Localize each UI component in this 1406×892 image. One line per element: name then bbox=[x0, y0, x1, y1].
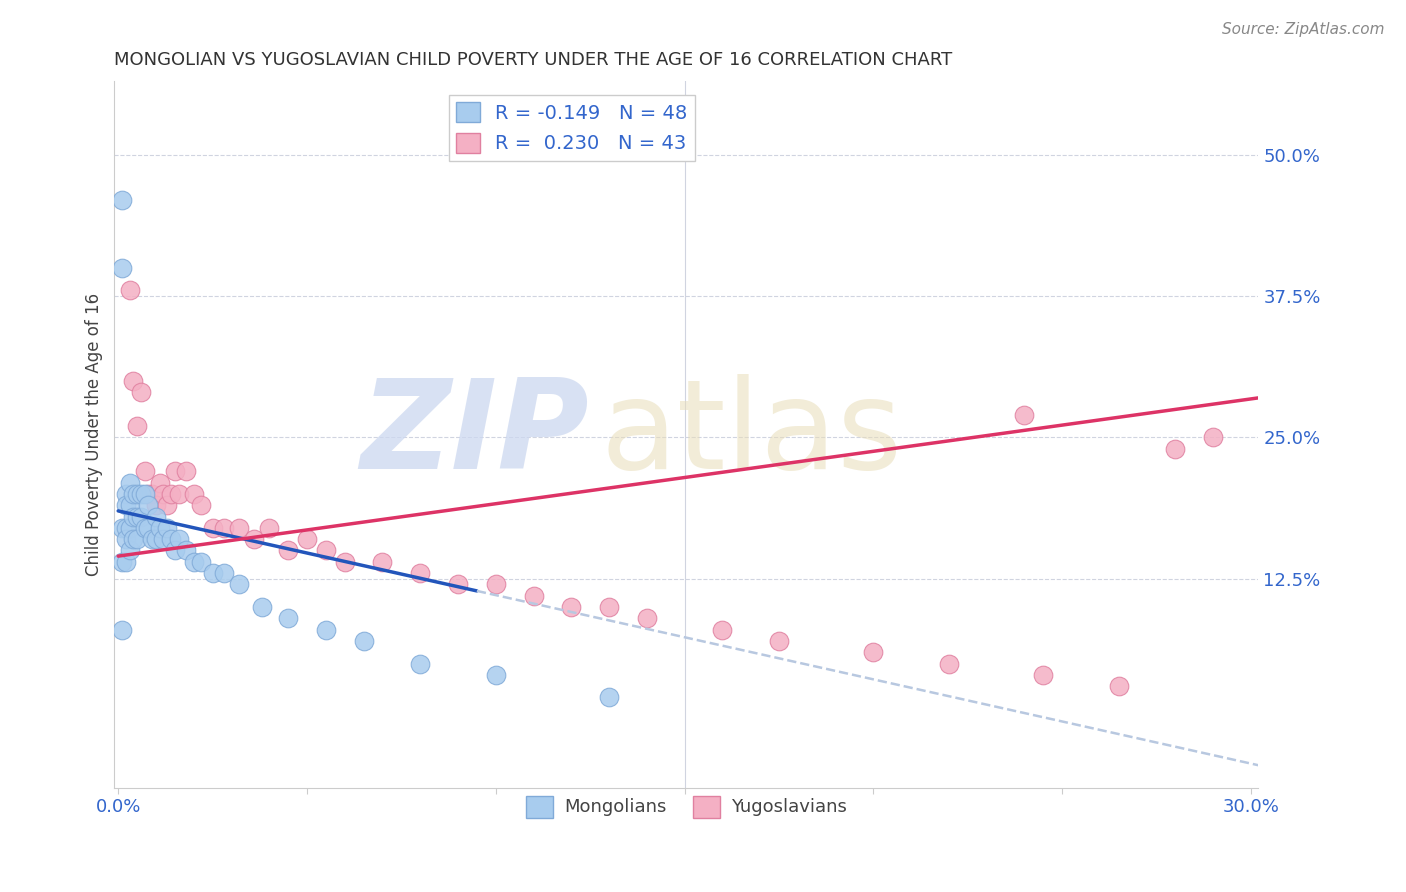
Point bbox=[522, 589, 544, 603]
Point bbox=[125, 509, 148, 524]
Point bbox=[114, 498, 136, 512]
Point bbox=[212, 566, 235, 580]
Point bbox=[315, 543, 337, 558]
Text: atlas: atlas bbox=[600, 374, 903, 495]
Point bbox=[409, 566, 432, 580]
Point bbox=[174, 464, 197, 478]
Point bbox=[183, 555, 205, 569]
Point bbox=[1014, 408, 1036, 422]
Point bbox=[938, 657, 960, 671]
Point bbox=[129, 487, 152, 501]
Point bbox=[711, 623, 734, 637]
Point bbox=[1108, 679, 1130, 693]
Point bbox=[138, 498, 160, 512]
Point bbox=[114, 521, 136, 535]
Point bbox=[257, 521, 280, 535]
Point bbox=[129, 385, 152, 400]
Point bbox=[118, 521, 141, 535]
Point bbox=[163, 543, 186, 558]
Point bbox=[160, 532, 183, 546]
Point bbox=[160, 487, 183, 501]
Point bbox=[295, 532, 318, 546]
Point bbox=[149, 475, 172, 490]
Point bbox=[152, 532, 174, 546]
Point bbox=[111, 521, 134, 535]
Point bbox=[190, 498, 212, 512]
Point bbox=[134, 464, 156, 478]
Point bbox=[250, 599, 273, 614]
Point bbox=[145, 532, 167, 546]
Point bbox=[243, 532, 266, 546]
Point bbox=[598, 599, 620, 614]
Point bbox=[174, 543, 197, 558]
Point bbox=[125, 532, 148, 546]
Point bbox=[156, 498, 179, 512]
Point bbox=[353, 634, 375, 648]
Point bbox=[636, 611, 658, 625]
Legend: Mongolians, Yugoslavians: Mongolians, Yugoslavians bbox=[519, 789, 855, 825]
Point bbox=[228, 577, 250, 591]
Point bbox=[333, 555, 356, 569]
Point bbox=[201, 566, 224, 580]
Point bbox=[122, 532, 145, 546]
Text: MONGOLIAN VS YUGOSLAVIAN CHILD POVERTY UNDER THE AGE OF 16 CORRELATION CHART: MONGOLIAN VS YUGOSLAVIAN CHILD POVERTY U… bbox=[114, 51, 953, 69]
Point bbox=[149, 521, 172, 535]
Point bbox=[111, 555, 134, 569]
Point bbox=[118, 475, 141, 490]
Point bbox=[277, 611, 299, 625]
Point bbox=[111, 260, 134, 275]
Point bbox=[138, 521, 160, 535]
Point bbox=[122, 374, 145, 388]
Point bbox=[118, 284, 141, 298]
Point bbox=[114, 555, 136, 569]
Point bbox=[315, 623, 337, 637]
Point bbox=[598, 690, 620, 705]
Point bbox=[485, 668, 508, 682]
Point bbox=[183, 487, 205, 501]
Point bbox=[122, 509, 145, 524]
Point bbox=[152, 487, 174, 501]
Point bbox=[118, 498, 141, 512]
Point bbox=[1202, 430, 1225, 444]
Point bbox=[134, 521, 156, 535]
Point bbox=[862, 645, 884, 659]
Point bbox=[163, 464, 186, 478]
Point bbox=[156, 521, 179, 535]
Point bbox=[768, 634, 790, 648]
Point bbox=[1164, 442, 1187, 456]
Point bbox=[201, 521, 224, 535]
Point bbox=[485, 577, 508, 591]
Point bbox=[129, 509, 152, 524]
Point bbox=[560, 599, 582, 614]
Point bbox=[145, 498, 167, 512]
Point bbox=[228, 521, 250, 535]
Text: ZIP: ZIP bbox=[360, 374, 589, 495]
Point bbox=[141, 487, 163, 501]
Point bbox=[122, 487, 145, 501]
Point bbox=[277, 543, 299, 558]
Point bbox=[118, 543, 141, 558]
Point bbox=[167, 532, 190, 546]
Point bbox=[138, 487, 160, 501]
Point bbox=[190, 555, 212, 569]
Point bbox=[111, 623, 134, 637]
Point bbox=[114, 487, 136, 501]
Point bbox=[134, 487, 156, 501]
Point bbox=[141, 532, 163, 546]
Text: Source: ZipAtlas.com: Source: ZipAtlas.com bbox=[1222, 22, 1385, 37]
Point bbox=[145, 509, 167, 524]
Point bbox=[111, 193, 134, 207]
Point bbox=[371, 555, 394, 569]
Point bbox=[167, 487, 190, 501]
Point bbox=[114, 532, 136, 546]
Point bbox=[409, 657, 432, 671]
Point bbox=[125, 419, 148, 434]
Point bbox=[1032, 668, 1054, 682]
Point bbox=[447, 577, 470, 591]
Point bbox=[125, 487, 148, 501]
Y-axis label: Child Poverty Under the Age of 16: Child Poverty Under the Age of 16 bbox=[86, 293, 103, 576]
Point bbox=[212, 521, 235, 535]
